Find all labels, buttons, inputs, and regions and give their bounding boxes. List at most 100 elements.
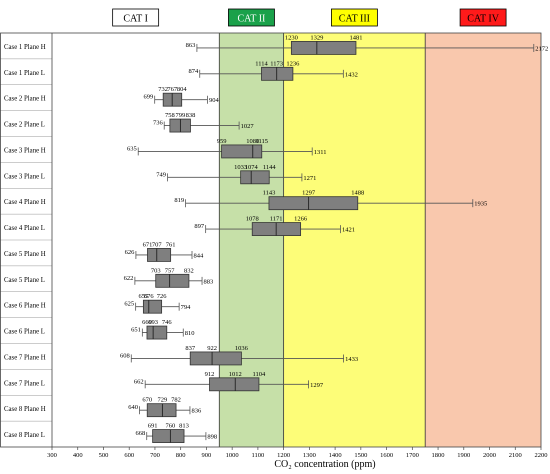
median-value-label: 922 — [207, 345, 217, 352]
q1-value-label: 959 — [217, 138, 227, 145]
q3-value-label: 761 — [166, 241, 176, 248]
max-value-label: 904 — [209, 97, 220, 104]
median-value-label: 760 — [166, 423, 176, 430]
q1-value-label: 671 — [143, 241, 153, 248]
q3-value-label: 1104 — [253, 371, 267, 378]
min-value-label: 626 — [125, 249, 136, 256]
row-label: Case 7 Plane H — [4, 354, 46, 361]
x-axis-title: CO₂ concentration (ppm) — [274, 459, 375, 470]
q1-value-label: 732 — [158, 86, 168, 93]
iqr-box — [290, 41, 357, 55]
q1-value-label: 703 — [151, 267, 161, 274]
row-label: Case 4 Plane H — [4, 199, 46, 206]
min-value-label: 640 — [128, 404, 138, 411]
x-tick-label: 1500 — [354, 452, 367, 459]
min-value-label: 622 — [124, 275, 134, 282]
x-tick-label: 1300 — [303, 452, 316, 459]
row-label: Case 1 Plane L — [4, 70, 45, 77]
max-value-label: 844 — [194, 252, 205, 259]
min-value-label: 736 — [153, 120, 164, 127]
min-value-label: 608 — [120, 352, 130, 359]
box-case-1-plane-h: 863 2172 1230 1329 1481 — [186, 34, 548, 55]
q1-value-label: 669 — [142, 319, 152, 326]
box-case-2-plane-l: 736 1027 758 799 838 — [153, 112, 254, 133]
row-label: Case 3 Plane H — [4, 147, 46, 154]
q3-value-label: 726 — [157, 293, 168, 300]
category-badge — [112, 8, 160, 27]
q3-value-label: 1266 — [294, 216, 308, 223]
min-value-label: 874 — [188, 68, 199, 75]
q3-value-label: 1115 — [255, 138, 268, 145]
median-value-label: 707 — [152, 241, 163, 248]
q1-value-label: 758 — [165, 112, 175, 119]
iqr-box — [189, 351, 242, 366]
box-case-5-plane-l: 622 883 703 757 832 — [124, 267, 214, 288]
max-value-label: 1421 — [342, 227, 355, 234]
category-badge — [331, 8, 378, 27]
median-value-label: 729 — [158, 397, 168, 404]
zone-cat-iv — [425, 33, 541, 447]
min-value-label: 749 — [156, 171, 166, 178]
q3-value-label: 838 — [186, 112, 196, 119]
median-value-label: 1329 — [310, 34, 323, 41]
q1-value-label: 670 — [142, 397, 152, 404]
category-header: CAT I CAT II CAT III CAT IV — [112, 8, 507, 27]
box-case-4-plane-h: 819 1935 1143 1297 1488 — [174, 190, 487, 211]
zone-cat-iii — [283, 33, 426, 447]
q3-value-label: 832 — [184, 267, 194, 274]
max-value-label: 2172 — [535, 45, 548, 52]
x-tick-label: 1900 — [457, 452, 470, 459]
x-tick-label: 1100 — [252, 452, 265, 459]
box-case-8-plane-l: 668 898 691 760 813 — [135, 423, 217, 443]
iqr-box — [268, 196, 359, 211]
median-value-label: 1080 — [246, 138, 259, 145]
iqr-box — [146, 325, 168, 340]
q3-value-label: 1036 — [235, 345, 249, 352]
row-label: Case 5 Plane H — [4, 251, 46, 258]
x-tick-label: 600 — [124, 452, 134, 459]
x-tick-label: 1600 — [380, 452, 393, 459]
min-value-label: 662 — [134, 378, 144, 385]
x-tick-label: 2000 — [483, 452, 496, 459]
max-value-label: 883 — [204, 278, 214, 285]
row-labels: Case 1 Plane H Case 1 Plane L Case 2 Plane… — [4, 44, 46, 439]
category-label: CAT IV — [467, 14, 500, 25]
x-tick-label: 400 — [73, 452, 83, 459]
category-zones — [52, 33, 541, 447]
max-value-label: 1935 — [474, 201, 487, 208]
x-tick-label: 700 — [150, 452, 160, 459]
category-badge — [228, 8, 275, 27]
q1-value-label: 1078 — [246, 216, 259, 223]
median-value-label: 1297 — [302, 190, 316, 197]
x-tick-label: 800 — [176, 452, 186, 459]
row-label: Case 6 Plane H — [4, 303, 46, 310]
category-label: CAT III — [339, 14, 370, 25]
box-series: 863 2172 1230 1329 1481 874 1432 1114 1173 1236 69… — [120, 34, 548, 443]
row-label: Case 2 Plane H — [4, 96, 46, 103]
row-label: Case 7 Plane L — [4, 380, 45, 387]
iqr-box — [221, 144, 263, 159]
max-value-label: 1297 — [310, 382, 324, 389]
min-value-label: 625 — [124, 301, 134, 308]
plot-border — [0, 32, 542, 448]
q1-value-label: 1230 — [285, 34, 298, 41]
min-value-label: 651 — [131, 327, 141, 334]
box-case-1-plane-l: 874 1432 1114 1173 1236 — [188, 60, 358, 81]
median-value-label: 676 — [144, 293, 155, 300]
q1-value-label: 837 — [185, 345, 196, 352]
box-case-7-plane-l: 662 1297 912 1012 1104 — [134, 371, 324, 392]
min-value-label: 699 — [143, 94, 153, 101]
iqr-box — [261, 66, 294, 81]
iqr-box — [240, 170, 270, 185]
max-value-label: 810 — [185, 330, 195, 337]
q1-value-label: 1143 — [263, 190, 276, 197]
plot-frame — [0, 32, 542, 448]
q3-value-label: 804 — [177, 86, 188, 93]
min-value-label: 863 — [186, 42, 196, 49]
iqr-box — [146, 403, 177, 418]
median-value-label: 799 — [176, 112, 186, 119]
